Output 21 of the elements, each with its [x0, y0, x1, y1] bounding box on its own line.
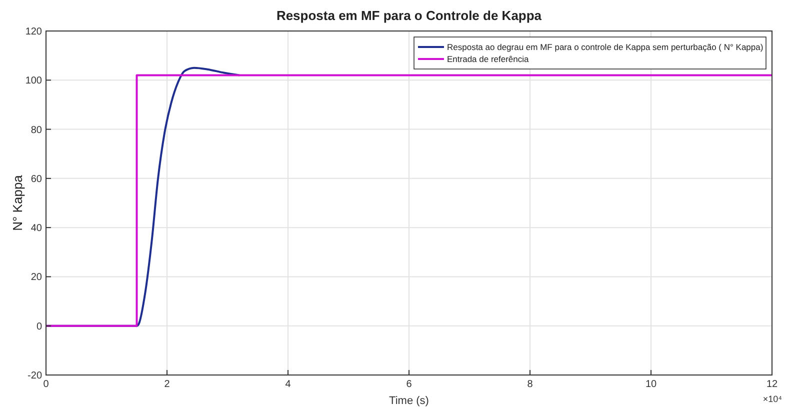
x-axis-title: Time (s) [389, 395, 429, 407]
legend-label: Resposta ao degrau em MF para o controle de Kappa sem perturbação ( N° Kappa) [447, 42, 764, 52]
chart-title: Resposta em MF para o Controle de Kappa [276, 8, 542, 23]
y-axis-title: N° Kappa [10, 174, 25, 231]
y-tick-label: 0 [36, 321, 42, 332]
y-tick-label: -20 [28, 370, 42, 382]
x-tick-label: 2 [164, 379, 170, 390]
text: ×10⁴ [762, 394, 782, 404]
y-tick-label: 60 [30, 174, 42, 185]
y-tick-label: 40 [30, 223, 42, 234]
y-tick-label: 100 [25, 76, 42, 87]
x-tick-label: 10 [645, 379, 657, 390]
x-tick-label: 0 [43, 379, 50, 390]
legend-label: Entrada de referência [447, 54, 530, 64]
x-tick-label: 6 [406, 379, 412, 390]
x-tick-label: 4 [285, 379, 292, 390]
y-tick-label: 120 [25, 26, 42, 38]
y-tick-label: 80 [30, 124, 42, 136]
x-tick-label: 12 [766, 379, 778, 390]
x-tick-label: 8 [527, 379, 534, 390]
y-tick-label: 20 [30, 272, 42, 284]
